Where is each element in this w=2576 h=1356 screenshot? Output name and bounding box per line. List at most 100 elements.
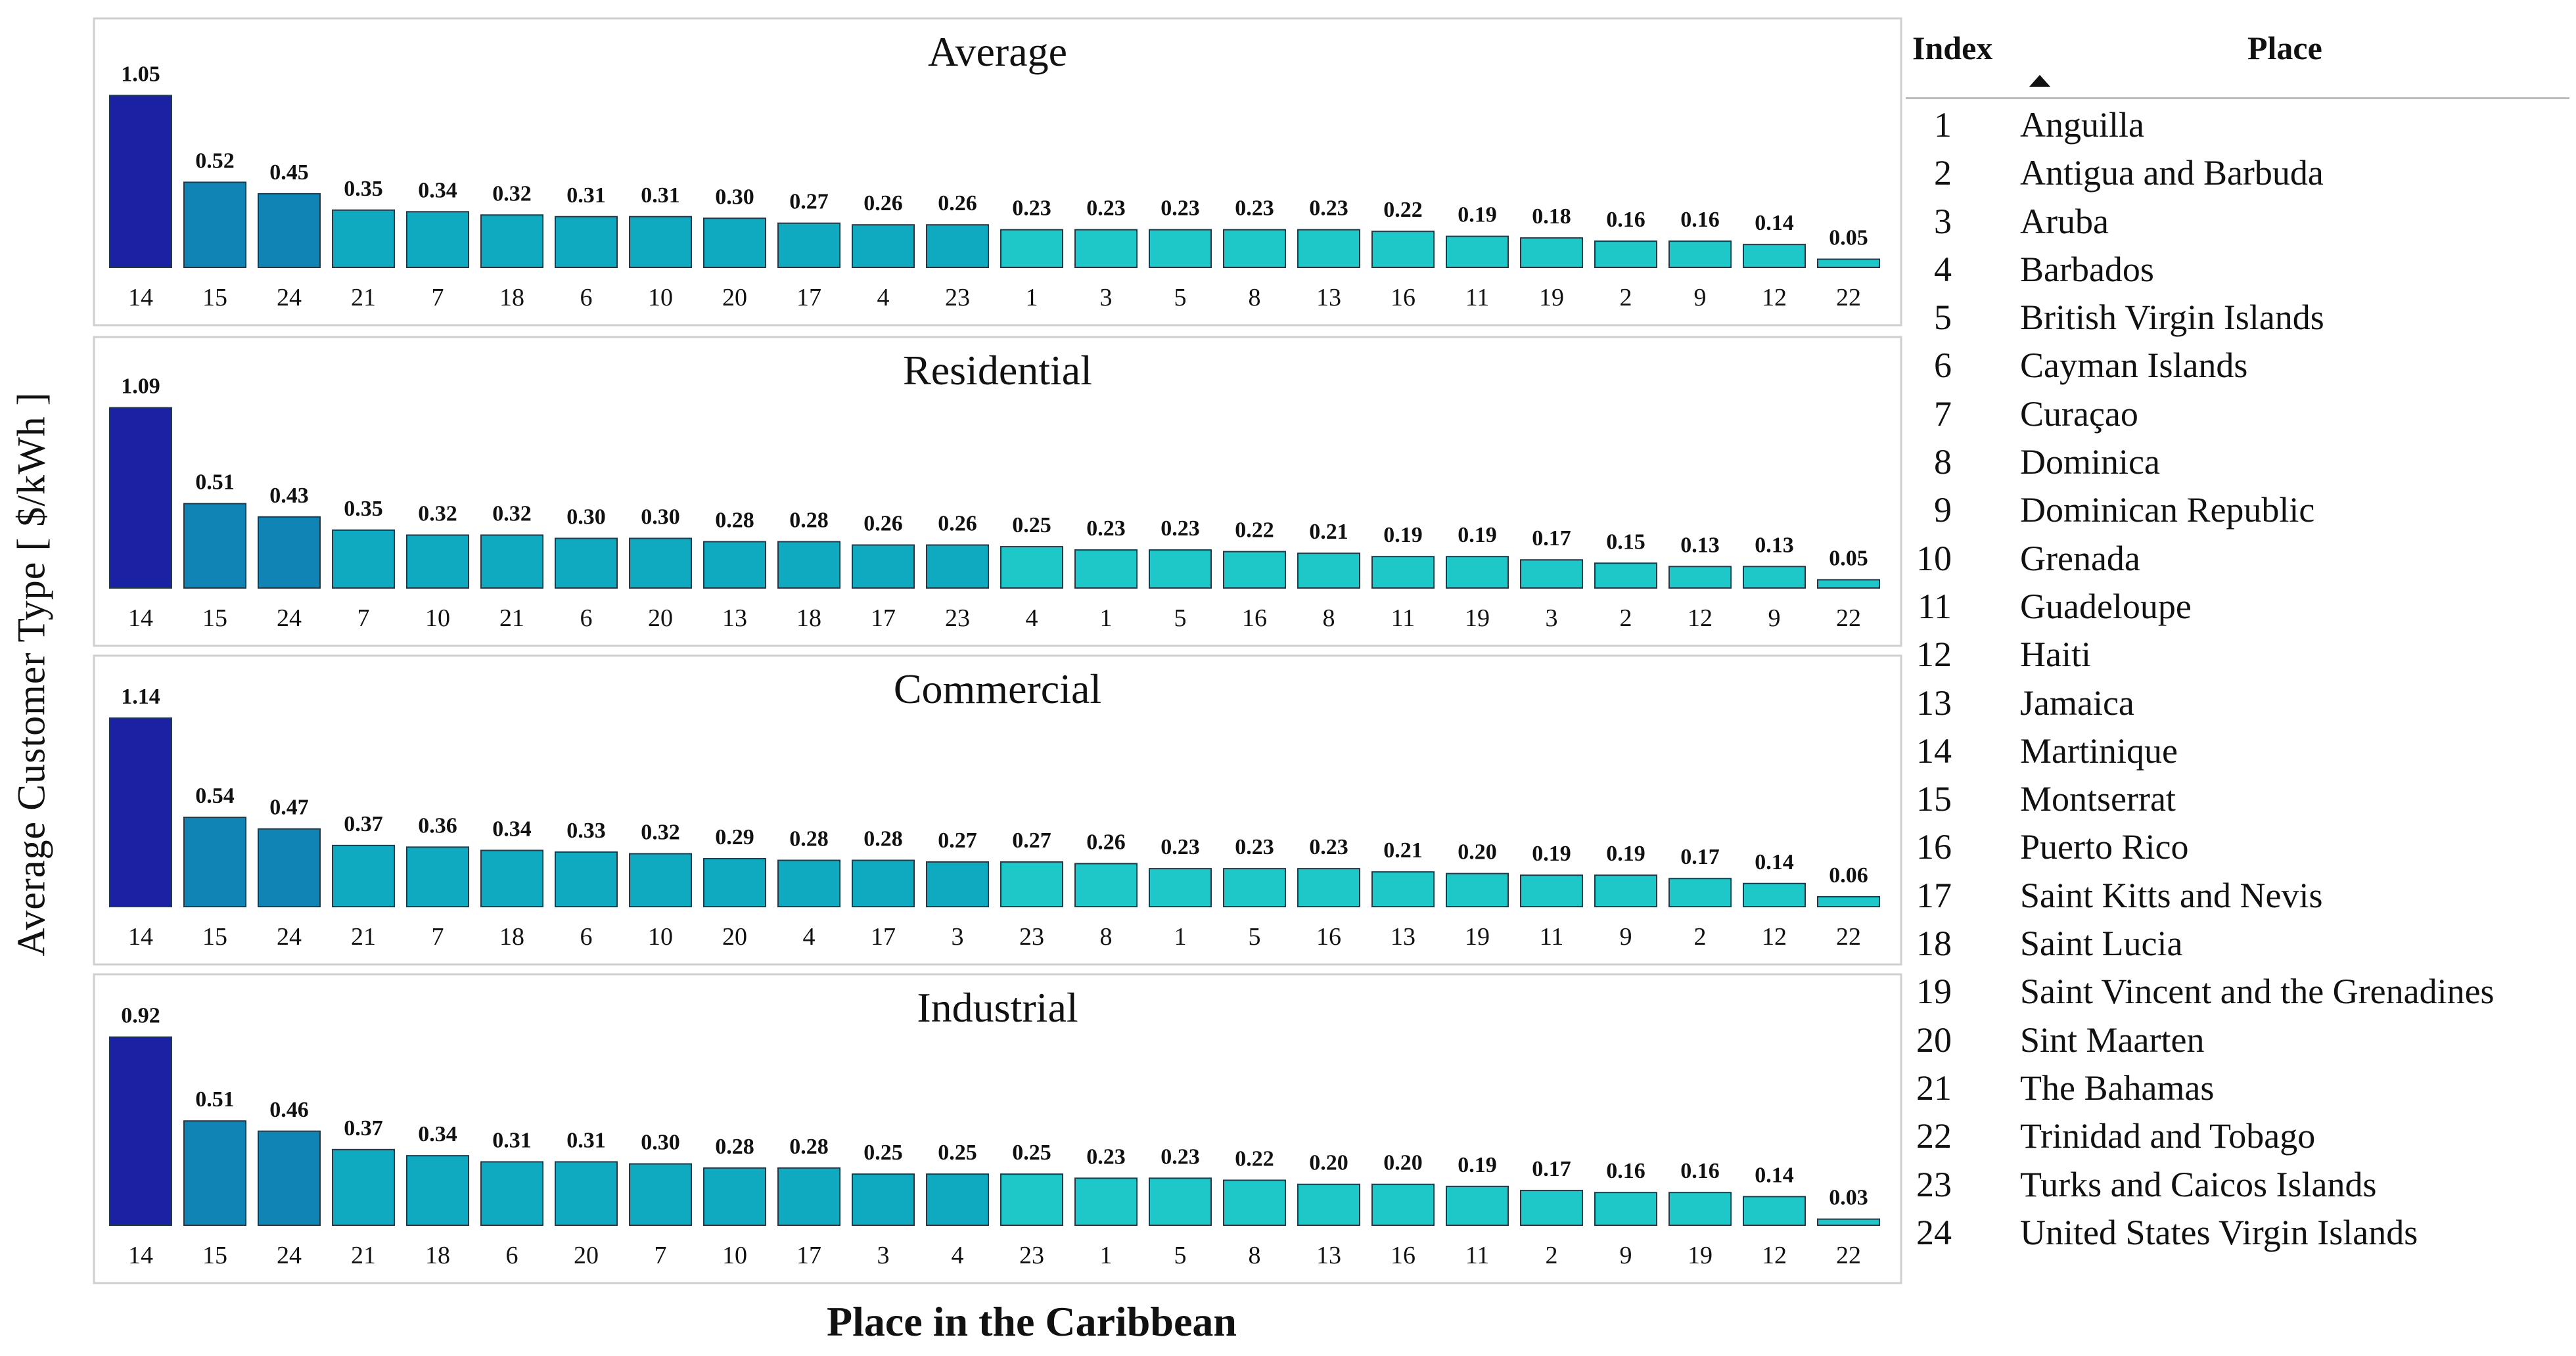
x-tick-label: 24 bbox=[277, 284, 302, 311]
table-row: 15 Montserrat bbox=[1906, 773, 2569, 821]
bar-5 bbox=[1149, 1177, 1212, 1226]
row-index: 22 bbox=[1916, 1116, 1952, 1156]
data-label: 0.32 bbox=[641, 820, 680, 844]
data-label: 0.26 bbox=[863, 512, 903, 536]
index-column-header[interactable]: Index bbox=[1912, 30, 1993, 66]
x-tick-label: 1 bbox=[1100, 1242, 1113, 1269]
data-label: 0.28 bbox=[789, 827, 829, 851]
bar-6 bbox=[555, 215, 618, 268]
row-index: 6 bbox=[1934, 346, 1952, 386]
x-tick-label: 19 bbox=[1465, 604, 1490, 632]
data-label: 0.23 bbox=[1161, 516, 1200, 541]
table-row: 13 Jamaica bbox=[1906, 677, 2569, 725]
x-tick-label: 17 bbox=[796, 284, 821, 311]
x-tick-label: 13 bbox=[1316, 284, 1341, 311]
bar-13 bbox=[1371, 871, 1435, 908]
data-label: 0.16 bbox=[1606, 1159, 1645, 1183]
sort-ascending-icon[interactable] bbox=[2029, 75, 2050, 87]
data-label: 0.06 bbox=[1829, 863, 1868, 888]
data-label: 0.28 bbox=[715, 1135, 754, 1159]
row-place: Barbados bbox=[2020, 249, 2154, 289]
bar-19 bbox=[1446, 556, 1509, 589]
bar-18 bbox=[480, 214, 543, 268]
data-label: 0.17 bbox=[1680, 845, 1720, 869]
x-tick-label: 20 bbox=[722, 284, 747, 311]
bar-23 bbox=[926, 224, 989, 269]
legend-table-header: Index Place bbox=[1906, 25, 2569, 99]
bar-5 bbox=[1149, 549, 1212, 589]
bar-8 bbox=[1297, 553, 1360, 589]
data-label: 0.15 bbox=[1606, 530, 1645, 554]
data-label: 0.37 bbox=[344, 812, 383, 836]
bar-21 bbox=[332, 844, 395, 907]
data-label: 0.16 bbox=[1680, 208, 1720, 232]
data-label: 0.27 bbox=[1012, 828, 1051, 853]
panel-frame bbox=[93, 973, 1902, 1284]
data-label: 0.25 bbox=[1012, 513, 1051, 537]
x-tick-label: 8 bbox=[1100, 923, 1113, 951]
row-place: British Virgin Islands bbox=[2020, 298, 2324, 338]
x-tick-label: 4 bbox=[1026, 604, 1038, 632]
data-label: 0.45 bbox=[269, 160, 309, 185]
x-tick-label: 7 bbox=[357, 604, 370, 632]
data-label: 0.17 bbox=[1532, 526, 1571, 551]
chart-panel-average: Average1.05140.52150.45240.35210.3470.32… bbox=[93, 17, 1902, 327]
x-tick-label: 13 bbox=[1316, 1242, 1341, 1269]
row-index: 2 bbox=[1934, 153, 1952, 193]
data-label: 0.25 bbox=[938, 1141, 977, 1165]
data-label: 0.23 bbox=[1235, 196, 1274, 221]
x-tick-label: 4 bbox=[803, 923, 816, 951]
x-tick-label: 21 bbox=[351, 923, 376, 951]
bar-20 bbox=[703, 217, 766, 268]
bar-23 bbox=[1000, 861, 1063, 908]
data-label: 0.30 bbox=[715, 185, 754, 209]
row-index: 13 bbox=[1916, 683, 1952, 723]
data-label: 1.14 bbox=[121, 685, 160, 709]
bar-7 bbox=[629, 1163, 692, 1226]
data-label: 0.19 bbox=[1383, 523, 1423, 547]
bar-17 bbox=[852, 544, 915, 589]
bar-19 bbox=[1668, 1192, 1732, 1226]
bar-22 bbox=[1817, 258, 1880, 268]
table-row: 7 Curaçao bbox=[1906, 388, 2569, 436]
bar-6 bbox=[480, 1161, 543, 1226]
row-place: Aruba bbox=[2020, 201, 2109, 241]
table-row: 1 Anguilla bbox=[1906, 99, 2569, 147]
data-label: 0.19 bbox=[1458, 1153, 1497, 1177]
bar-1 bbox=[1074, 1177, 1138, 1226]
data-label: 0.26 bbox=[938, 512, 977, 536]
bar-4 bbox=[852, 224, 915, 269]
x-tick-label: 14 bbox=[128, 604, 153, 632]
bar-11 bbox=[1446, 1185, 1509, 1226]
row-index: 21 bbox=[1916, 1068, 1952, 1108]
row-place: The Bahamas bbox=[2020, 1068, 2215, 1108]
x-tick-label: 18 bbox=[499, 284, 524, 311]
row-place: Saint Lucia bbox=[2020, 924, 2183, 964]
x-tick-label: 9 bbox=[1768, 604, 1781, 632]
data-label: 0.51 bbox=[195, 470, 235, 495]
table-row: 14 Martinique bbox=[1906, 725, 2569, 773]
chart-panel-industrial: Industrial0.92140.51150.46240.37210.3418… bbox=[93, 973, 1902, 1284]
data-label: 0.25 bbox=[863, 1141, 903, 1165]
row-place: Montserrat bbox=[2020, 779, 2176, 819]
place-column-header[interactable]: Place bbox=[2247, 30, 2322, 66]
table-row: 3 Aruba bbox=[1906, 196, 2569, 244]
row-index: 11 bbox=[1918, 586, 1952, 626]
bar-16 bbox=[1371, 1183, 1435, 1226]
bar-7 bbox=[406, 846, 469, 908]
bar-20 bbox=[703, 858, 766, 908]
table-row: 6 Cayman Islands bbox=[1906, 340, 2569, 388]
row-index: 14 bbox=[1916, 731, 1952, 771]
bar-5 bbox=[1223, 868, 1286, 908]
x-tick-label: 20 bbox=[722, 923, 747, 951]
x-tick-label: 7 bbox=[655, 1242, 667, 1269]
bar-6 bbox=[555, 537, 618, 589]
x-tick-label: 22 bbox=[1836, 1242, 1861, 1269]
table-row: 23 Turks and Caicos Islands bbox=[1906, 1159, 2569, 1207]
x-tick-label: 6 bbox=[580, 923, 593, 951]
x-axis-label: Place in the Caribbean bbox=[827, 1298, 1237, 1345]
legend-table-body: 1 Anguilla 2 Antigua and Barbuda 3 Aruba 4 Barb… bbox=[1906, 99, 2569, 1255]
x-tick-label: 6 bbox=[506, 1242, 518, 1269]
data-label: 0.30 bbox=[566, 505, 606, 530]
x-tick-label: 12 bbox=[1762, 284, 1787, 311]
